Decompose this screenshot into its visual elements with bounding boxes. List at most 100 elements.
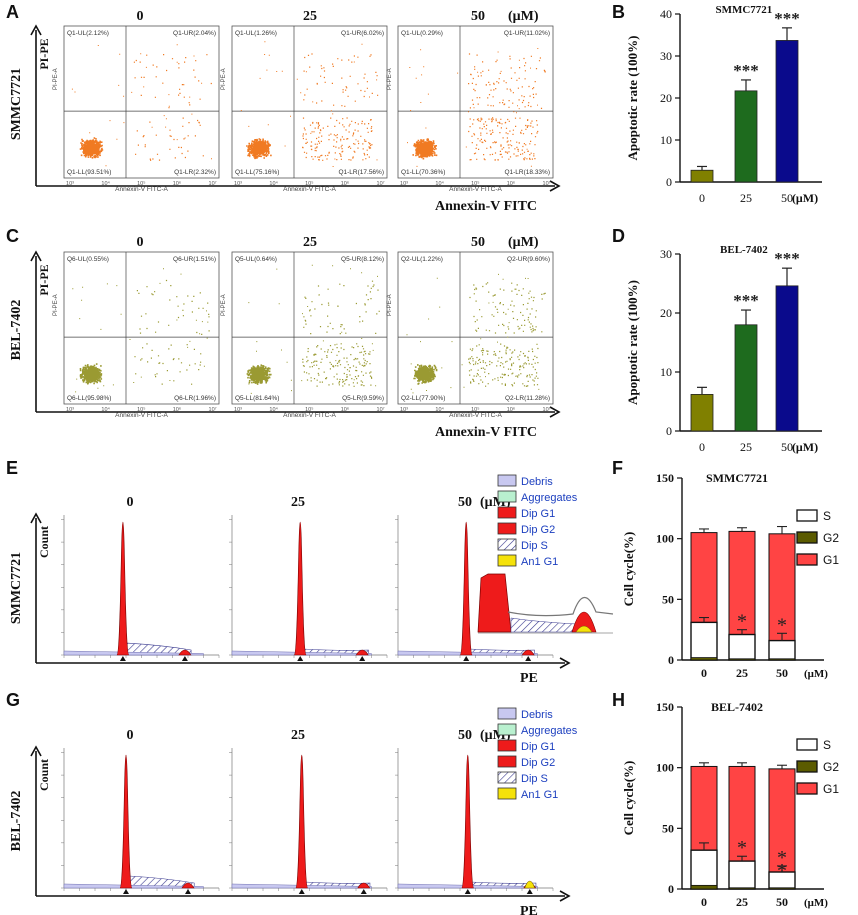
chart-f-x-tick-label: 25 — [736, 666, 748, 680]
chart-f-legend-label-s: S — [823, 509, 831, 523]
quadrant-lr-label: Q1-LR(2.32%) — [174, 169, 216, 176]
g1-peak — [459, 521, 473, 656]
x-tick-label: 10⁷ — [377, 406, 385, 413]
g2-marker — [526, 889, 533, 894]
legend-label-dip-g1: Dip G1 — [521, 508, 555, 520]
chart-f-unit-label: (μM) — [804, 668, 828, 680]
cycle-e-conc-2: 50 — [458, 495, 472, 510]
chart-f-g2-segment-0 — [690, 657, 718, 661]
x-tick-label: 10⁵ — [471, 406, 479, 413]
dip-s-region — [125, 642, 192, 656]
flow-c-conc-0: 0 — [137, 235, 144, 250]
legend-swatch-an1-g1 — [497, 787, 517, 800]
cycle-e-hist-2 — [395, 515, 554, 661]
scatter-dots — [240, 41, 379, 168]
chart-f-x-tick-label: 0 — [701, 666, 707, 680]
sub-x-label: Annexin-V FITC-A — [115, 412, 168, 419]
flow-c-y-arrowhead — [30, 250, 42, 262]
scatter-dots — [407, 48, 546, 167]
x-tick-label: 10³ — [234, 407, 242, 413]
chart-f-legend-label-g2: G2 — [823, 531, 839, 545]
chart-h-legend-label-g1: G1 — [823, 782, 839, 796]
legend-swatch-debris — [497, 474, 517, 487]
chart-f-legend-swatch-g2 — [796, 531, 818, 544]
g2-marker — [525, 656, 532, 661]
cycle-g-conc-2: 50 — [458, 728, 472, 743]
panel-label-h: H — [612, 690, 625, 710]
chart-h-legend-swatch-s — [796, 738, 818, 751]
x-tick-label: 10⁴ — [435, 180, 444, 187]
cycle-e-y-label: Count — [37, 526, 51, 558]
g1-peak — [116, 521, 130, 656]
quadrant-ul-label: Q1-UL(2.12%) — [67, 30, 109, 37]
cycle-g-y-label: Count — [37, 759, 51, 791]
g1-marker — [119, 656, 126, 661]
x-tick-label: 10³ — [66, 407, 74, 413]
g2-marker — [185, 889, 191, 894]
chart-b-y-tick-label: 20 — [660, 91, 672, 105]
chart-d-bar-25 — [734, 324, 758, 432]
legend-label-dip-s: Dip S — [521, 773, 548, 785]
flow-a-plot-1 — [231, 25, 388, 179]
flow-a-conc-0: 0 — [137, 9, 144, 24]
chart-b-bar-0 — [690, 169, 714, 183]
x-tick-label: 10³ — [400, 181, 408, 187]
cycle-e-conc-1: 25 — [291, 495, 305, 510]
cycle-e-hist-1 — [229, 515, 388, 661]
x-tick-label: 10⁷ — [543, 406, 551, 413]
chart-d-title: BEL-7402 — [720, 244, 768, 256]
cycle-e-x-label: PE — [520, 671, 538, 686]
g1-marker — [297, 656, 304, 661]
chart-h-s-segment-25 — [728, 860, 756, 890]
flow-a-x-label: Annexin-V FITC — [435, 199, 537, 214]
panel-label-f: F — [612, 458, 623, 478]
chart-d-y-tick-label: 10 — [660, 365, 672, 379]
chart-b-y-tick-label: 0 — [666, 175, 672, 189]
g1-peak — [461, 754, 475, 889]
quadrant-lr-label: Q6-LR(1.96%) — [174, 395, 216, 402]
legend-label-aggregates: Aggregates — [521, 725, 578, 737]
chart-b-significance: *** — [774, 9, 800, 28]
chart-d-bar-50 — [775, 285, 799, 432]
chart-d-y-tick-label: 20 — [660, 306, 672, 320]
quadrant-ll-label: Q6-LL(95.98%) — [67, 395, 111, 402]
chart-f-significance: * — [737, 611, 747, 633]
chart-h-y-tick-label: 0 — [668, 882, 674, 896]
quadrant-ur-label: Q1-UR(2.04%) — [173, 30, 216, 37]
x-tick-label: 10⁴ — [269, 406, 278, 413]
chart-f-g2-segment-25 — [728, 658, 756, 661]
x-tick-label: 10⁴ — [269, 180, 278, 187]
g1-peak — [293, 521, 307, 656]
legend-swatch-an1-g1 — [497, 554, 517, 567]
x-tick-label: 10⁴ — [435, 406, 444, 413]
inset-an1-peak — [575, 625, 593, 633]
chart-f-y-label: Cell cycle(%) — [621, 532, 636, 607]
x-tick-label: 10⁷ — [209, 406, 217, 413]
chart-b-significance: *** — [733, 61, 759, 80]
chart-b-x-tick-label: 50 — [781, 191, 793, 205]
chart-b-unit-label: (μM) — [792, 191, 818, 205]
x-tick-label: 10⁵ — [137, 180, 145, 187]
x-tick-label: 10³ — [66, 181, 74, 187]
chart-f-legend-label-g1: G1 — [823, 553, 839, 567]
panel-label-e: E — [6, 458, 19, 478]
cycle-g-hist-1 — [229, 748, 388, 894]
chart-h-unit-label: (μM) — [804, 897, 828, 909]
x-tick-label: 10³ — [234, 181, 242, 187]
legend-label-dip-g2: Dip G2 — [521, 757, 555, 769]
sub-y-label: PI-PE-A — [221, 68, 227, 90]
chart-h-legend-swatch-g2 — [796, 760, 818, 773]
chart-f-legend-swatch-s — [796, 509, 818, 522]
chart-b-y-tick-label: 10 — [660, 133, 672, 147]
cycle-g-conc-1: 25 — [291, 728, 305, 743]
quadrant-ur-label: Q6-UR(1.51%) — [173, 256, 216, 263]
flow-c-plot-1 — [231, 251, 388, 405]
chart-d-y-tick-label: 30 — [660, 247, 672, 261]
cycle-e-row-label: SMMC7721 — [9, 552, 24, 624]
flow-a-y-arrowhead — [30, 24, 42, 36]
g1-peak — [119, 754, 133, 889]
chart-h-significance: * — [777, 847, 787, 869]
quadrant-ll-label: Q2-LL(77.90%) — [401, 395, 445, 402]
flow-a-conc-2: 50 — [471, 9, 485, 24]
chart-h-g2-segment-25 — [728, 887, 756, 890]
